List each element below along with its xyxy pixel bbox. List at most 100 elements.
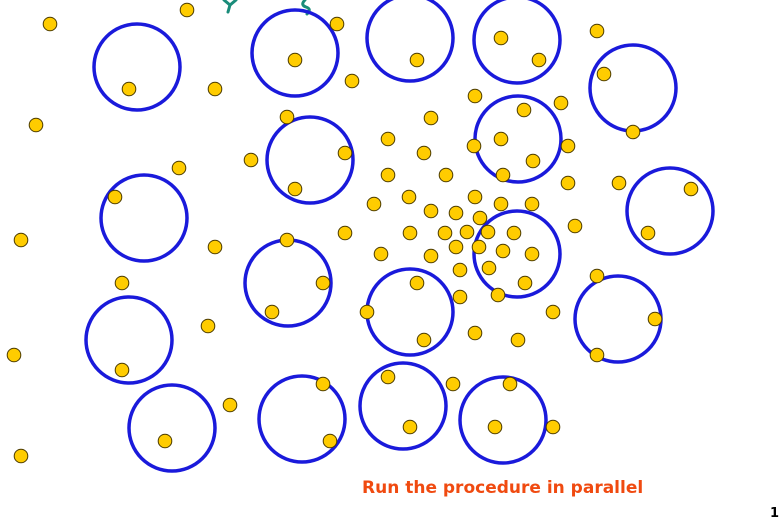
data-point: [423, 110, 439, 126]
data-point: [467, 189, 483, 205]
data-point: [611, 175, 627, 191]
data-point: [466, 138, 482, 154]
search-circle: [472, 0, 562, 85]
data-point: [471, 239, 487, 255]
title-fragment-stroke: [226, 3, 232, 14]
data-point: [545, 419, 561, 435]
data-point: [287, 52, 303, 68]
data-point: [416, 145, 432, 161]
data-point: [589, 347, 605, 363]
data-point: [423, 248, 439, 264]
data-point: [625, 124, 641, 140]
data-point: [207, 81, 223, 97]
data-point: [171, 160, 187, 176]
data-point: [545, 304, 561, 320]
data-point: [448, 205, 464, 221]
data-point: [472, 210, 488, 226]
data-point: [264, 304, 280, 320]
data-point: [402, 225, 418, 241]
data-point: [493, 30, 509, 46]
data-point: [553, 95, 569, 111]
data-point: [481, 260, 497, 276]
search-circle: [257, 374, 347, 464]
data-point: [495, 167, 511, 183]
data-point: [359, 304, 375, 320]
data-point: [467, 325, 483, 341]
data-point: [287, 181, 303, 197]
search-circle: [265, 115, 355, 205]
data-point: [380, 131, 396, 147]
data-point: [531, 52, 547, 68]
title-fragment: [222, 0, 311, 16]
data-point: [487, 419, 503, 435]
data-point: [380, 167, 396, 183]
data-point: [366, 196, 382, 212]
data-point: [467, 88, 483, 104]
data-point: [322, 433, 338, 449]
data-point: [329, 16, 345, 32]
data-point: [6, 347, 22, 363]
search-circle: [92, 22, 182, 112]
caption: Run the procedure in parallel: [362, 478, 644, 498]
data-point: [222, 397, 238, 413]
data-point: [452, 262, 468, 278]
data-point: [516, 102, 532, 118]
data-point: [438, 167, 454, 183]
data-point: [560, 175, 576, 191]
data-point: [114, 275, 130, 291]
data-point: [380, 369, 396, 385]
data-point: [373, 246, 389, 262]
data-point: [402, 419, 418, 435]
data-point: [525, 153, 541, 169]
data-point: [243, 152, 259, 168]
data-point: [490, 287, 506, 303]
data-point: [480, 224, 496, 240]
page-number: 1: [770, 506, 780, 521]
data-point: [502, 376, 518, 392]
data-point: [452, 289, 468, 305]
search-circle: [358, 361, 448, 451]
data-point: [416, 332, 432, 348]
search-circle: [250, 8, 340, 98]
search-circle: [99, 173, 189, 263]
search-circle: [127, 383, 217, 473]
data-point: [315, 376, 331, 392]
data-point: [409, 275, 425, 291]
data-point: [459, 224, 475, 240]
data-point: [337, 145, 353, 161]
data-point: [506, 225, 522, 241]
data-point: [28, 117, 44, 133]
data-point: [423, 203, 439, 219]
data-point: [567, 218, 583, 234]
data-point: [401, 189, 417, 205]
data-point: [437, 225, 453, 241]
data-point: [524, 246, 540, 262]
data-point: [524, 196, 540, 212]
data-point: [448, 239, 464, 255]
search-circle: [365, 0, 455, 83]
data-point: [107, 189, 123, 205]
data-point: [279, 109, 295, 125]
data-point: [517, 275, 533, 291]
data-point: [42, 16, 58, 32]
data-point: [279, 232, 295, 248]
data-points: [6, 2, 699, 464]
data-point: [409, 52, 425, 68]
search-circle: [625, 166, 715, 256]
data-point: [337, 225, 353, 241]
data-point: [589, 23, 605, 39]
search-circle: [84, 295, 174, 385]
data-point: [13, 232, 29, 248]
data-point: [445, 376, 461, 392]
data-point: [114, 362, 130, 378]
data-point: [640, 225, 656, 241]
data-point: [560, 138, 576, 154]
data-point: [510, 332, 526, 348]
data-point: [179, 2, 195, 18]
search-circle: [588, 43, 678, 133]
data-point: [683, 181, 699, 197]
data-point: [596, 66, 612, 82]
search-circle: [458, 375, 548, 465]
data-point: [121, 81, 137, 97]
